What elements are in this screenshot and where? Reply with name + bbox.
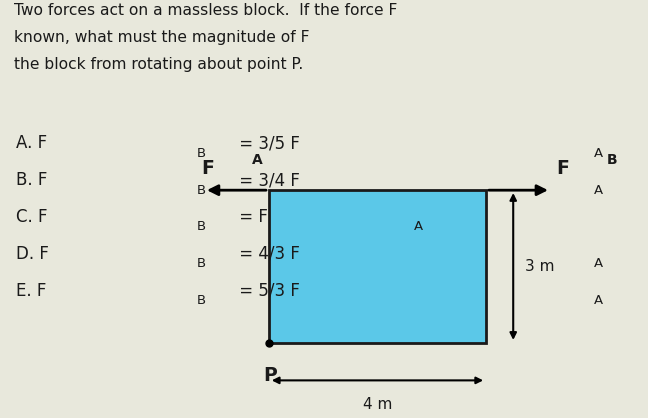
Text: F: F <box>556 159 569 178</box>
Text: B: B <box>196 257 205 270</box>
Text: A: A <box>594 294 603 307</box>
Text: D. F: D. F <box>16 245 49 263</box>
Text: A: A <box>594 257 603 270</box>
Text: the block from rotating about point P.: the block from rotating about point P. <box>14 57 303 72</box>
Text: = 3/5 F: = 3/5 F <box>233 135 299 153</box>
Text: known, what must the magnitude of F: known, what must the magnitude of F <box>14 30 310 45</box>
Text: C. F: C. F <box>16 208 48 226</box>
Text: = 4/3 F: = 4/3 F <box>233 245 299 263</box>
Text: E. F: E. F <box>16 282 47 300</box>
Text: B. F: B. F <box>16 171 47 189</box>
Text: A: A <box>251 153 262 167</box>
Text: A: A <box>594 184 603 196</box>
Bar <box>269 190 486 343</box>
Text: = F: = F <box>233 208 268 226</box>
Text: Two forces act on a massless block.  If the force F: Two forces act on a massless block. If t… <box>14 3 398 18</box>
Text: B: B <box>196 147 205 160</box>
Text: P: P <box>264 366 277 385</box>
Text: 4 m: 4 m <box>363 397 392 412</box>
Text: = 3/4 F: = 3/4 F <box>233 171 299 189</box>
Text: B: B <box>196 184 205 196</box>
Text: = 5/3 F: = 5/3 F <box>233 282 299 300</box>
Text: B: B <box>196 220 205 233</box>
Text: A: A <box>594 147 603 160</box>
Text: F: F <box>201 159 214 178</box>
Text: A. F: A. F <box>16 135 47 153</box>
Text: A: A <box>414 220 423 233</box>
Text: B: B <box>196 294 205 307</box>
Text: 3 m: 3 m <box>525 259 555 274</box>
Text: B: B <box>607 153 618 167</box>
